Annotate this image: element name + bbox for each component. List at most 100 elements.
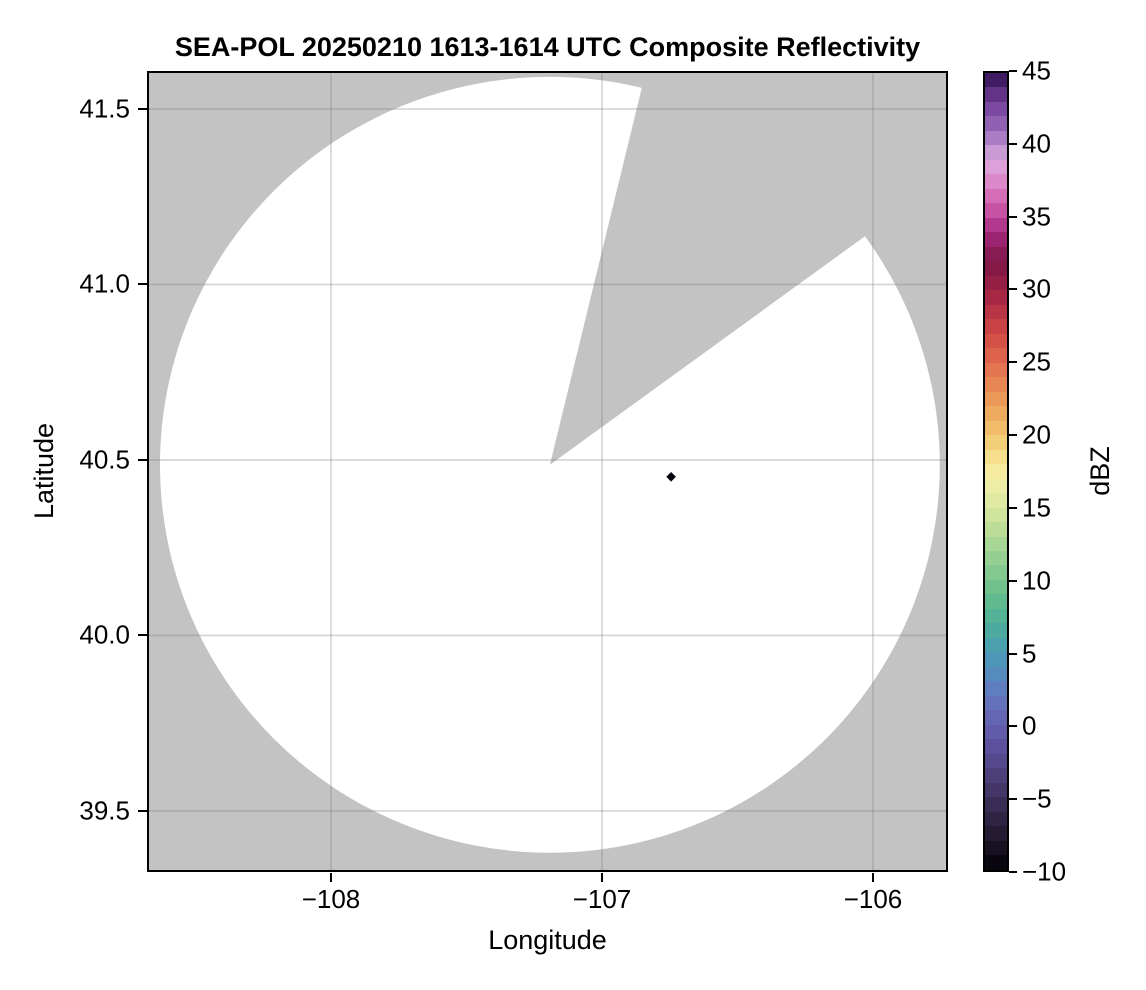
colorbar-band	[985, 826, 1007, 841]
x-axis-tick	[601, 873, 603, 882]
colorbar-band	[985, 550, 1007, 566]
colorbar-band	[985, 768, 1007, 783]
x-axis-title: Longitude	[488, 925, 607, 955]
colorbar-band	[985, 406, 1007, 421]
colorbar-tick	[1009, 143, 1017, 145]
colorbar-tick-label: 45	[1022, 55, 1051, 86]
x-axis-tick	[872, 873, 874, 882]
colorbar-tick-label: 30	[1022, 273, 1051, 304]
colorbar-band	[985, 391, 1007, 407]
colorbar-band	[985, 855, 1007, 870]
colorbar-band	[985, 724, 1007, 740]
colorbar-band	[985, 493, 1007, 508]
colorbar-band	[985, 695, 1007, 711]
y-axis-tick	[138, 810, 147, 812]
colorbar-band	[985, 304, 1007, 320]
colorbar-band	[985, 420, 1007, 436]
colorbar-band	[985, 478, 1007, 494]
colorbar-title: dBZ	[1085, 446, 1116, 496]
x-axis-tick-label: −107	[572, 884, 632, 914]
colorbar-band	[985, 348, 1007, 363]
colorbar-band	[985, 739, 1007, 754]
colorbar-band	[985, 188, 1007, 204]
colorbar-tick	[1009, 70, 1017, 72]
colorbar-band	[985, 710, 1007, 725]
colorbar-tick	[1009, 653, 1017, 655]
x-axis-tick	[330, 873, 332, 882]
colorbar-band	[985, 159, 1007, 175]
y-axis-tick-label: 41.0	[79, 268, 130, 299]
colorbar-band	[985, 797, 1007, 812]
colorbar-band	[985, 681, 1007, 696]
colorbar-band	[985, 594, 1007, 609]
colorbar-band	[985, 652, 1007, 667]
colorbar-band	[985, 464, 1007, 479]
colorbar-tick	[1009, 725, 1017, 727]
plot-area	[147, 71, 948, 872]
colorbar-band	[985, 101, 1007, 117]
colorbar-tick-label: 35	[1022, 201, 1051, 232]
colorbar-band	[985, 449, 1007, 465]
colorbar-band	[985, 145, 1007, 160]
colorbar-band	[985, 623, 1007, 638]
colorbar-band	[985, 377, 1007, 392]
y-axis-tick	[138, 459, 147, 461]
colorbar-tick-label: 0	[1022, 710, 1037, 741]
colorbar-band	[985, 232, 1007, 247]
colorbar-tick-label: 25	[1022, 346, 1051, 377]
colorbar-band	[985, 782, 1007, 798]
colorbar-band	[985, 87, 1007, 102]
colorbar-band	[985, 333, 1007, 349]
x-axis-tick-label: −106	[843, 884, 903, 914]
colorbar-tick	[1009, 434, 1017, 436]
y-axis-tick-label: 39.5	[79, 795, 130, 826]
colorbar-band	[985, 116, 1007, 131]
colorbar-band	[985, 811, 1007, 827]
colorbar-tick-label: 20	[1022, 419, 1051, 450]
y-axis-tick-label: 41.5	[79, 93, 130, 124]
colorbar-tick-label: −5	[1022, 783, 1052, 814]
colorbar-band	[985, 73, 1007, 88]
colorbar-band	[985, 275, 1007, 291]
colorbar-tick-label: 5	[1022, 638, 1037, 669]
y-axis-tick	[138, 283, 147, 285]
colorbar-band	[985, 246, 1007, 262]
colorbar-tick	[1009, 288, 1017, 290]
plot-frame	[147, 71, 948, 872]
colorbar-tick-label: 15	[1022, 492, 1051, 523]
x-axis-tick-label: −108	[301, 884, 361, 914]
colorbar-tick	[1009, 216, 1017, 218]
colorbar-tick	[1009, 507, 1017, 509]
colorbar-tick-label: 10	[1022, 565, 1051, 596]
colorbar-band	[985, 261, 1007, 276]
colorbar	[983, 71, 1009, 872]
colorbar-tick	[1009, 361, 1017, 363]
y-axis-tick-label: 40.0	[79, 619, 130, 650]
colorbar-tick	[1009, 580, 1017, 582]
colorbar-band	[985, 522, 1007, 537]
colorbar-band	[985, 840, 1007, 856]
colorbar-band	[985, 507, 1007, 523]
colorbar-band	[985, 217, 1007, 233]
colorbar-band	[985, 435, 1007, 450]
colorbar-band	[985, 637, 1007, 653]
chart-title: SEA-POL 20250210 1613-1614 UTC Composite…	[174, 32, 921, 62]
colorbar-tick	[1009, 871, 1017, 873]
y-axis-tick	[138, 108, 147, 110]
colorbar-tick-label: 40	[1022, 128, 1051, 159]
colorbar-band	[985, 290, 1007, 305]
colorbar-band	[985, 174, 1007, 189]
colorbar-band	[985, 362, 1007, 378]
colorbar-band	[985, 319, 1007, 334]
blocked-sector-wedge	[549, 71, 948, 465]
colorbar-band	[985, 666, 1007, 682]
colorbar-band	[985, 579, 1007, 595]
gridlines	[149, 73, 946, 870]
y-axis-tick-label: 40.5	[79, 444, 130, 475]
colorbar-tick-label: −10	[1022, 856, 1067, 887]
colorbar-tick	[1009, 798, 1017, 800]
y-axis-tick	[138, 634, 147, 636]
colorbar-band	[985, 608, 1007, 624]
colorbar-band	[985, 130, 1007, 146]
